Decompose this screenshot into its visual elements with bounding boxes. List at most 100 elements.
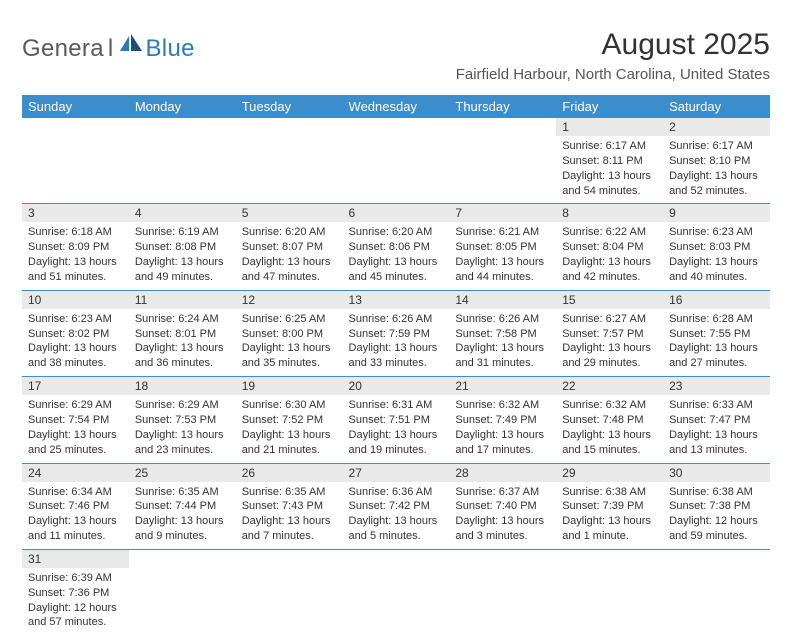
calendar-day: 2Sunrise: 6:17 AMSunset: 8:10 PMDaylight… xyxy=(663,118,770,204)
sunrise: Sunrise: 6:28 AM xyxy=(669,312,764,327)
sunrise: Sunrise: 6:32 AM xyxy=(455,398,550,413)
sunset: Sunset: 7:52 PM xyxy=(242,413,337,428)
day-number: 2 xyxy=(663,118,770,136)
dow-saturday: Saturday xyxy=(663,95,770,118)
sunrise: Sunrise: 6:26 AM xyxy=(455,312,550,327)
daylight: Daylight: 13 hours and 29 minutes. xyxy=(562,341,657,371)
daylight: Daylight: 13 hours and 3 minutes. xyxy=(455,514,550,544)
calendar-day xyxy=(343,118,450,204)
day-number: 13 xyxy=(343,291,450,309)
logo: General Blue xyxy=(22,34,195,63)
sunset: Sunset: 8:07 PM xyxy=(242,240,337,255)
daylight: Daylight: 13 hours and 51 minutes. xyxy=(28,255,123,285)
day-data: Sunrise: 6:29 AMSunset: 7:53 PMDaylight:… xyxy=(129,395,236,462)
calendar-day: 11Sunrise: 6:24 AMSunset: 8:01 PMDayligh… xyxy=(129,290,236,376)
sunrise: Sunrise: 6:22 AM xyxy=(562,225,657,240)
day-number xyxy=(236,550,343,568)
day-data: Sunrise: 6:36 AMSunset: 7:42 PMDaylight:… xyxy=(343,482,450,549)
day-data: Sunrise: 6:18 AMSunset: 8:09 PMDaylight:… xyxy=(22,222,129,289)
calendar-day: 25Sunrise: 6:35 AMSunset: 7:44 PMDayligh… xyxy=(129,463,236,549)
day-data: Sunrise: 6:20 AMSunset: 8:07 PMDaylight:… xyxy=(236,222,343,289)
day-data: Sunrise: 6:17 AMSunset: 8:10 PMDaylight:… xyxy=(663,136,770,203)
sunrise: Sunrise: 6:38 AM xyxy=(562,485,657,500)
day-data: Sunrise: 6:28 AMSunset: 7:55 PMDaylight:… xyxy=(663,309,770,376)
day-data xyxy=(449,568,556,635)
day-data: Sunrise: 6:17 AMSunset: 8:11 PMDaylight:… xyxy=(556,136,663,203)
calendar-day: 13Sunrise: 6:26 AMSunset: 7:59 PMDayligh… xyxy=(343,290,450,376)
day-data: Sunrise: 6:35 AMSunset: 7:44 PMDaylight:… xyxy=(129,482,236,549)
calendar-day xyxy=(556,549,663,635)
calendar-day: 16Sunrise: 6:28 AMSunset: 7:55 PMDayligh… xyxy=(663,290,770,376)
day-data xyxy=(129,568,236,635)
location: Fairfield Harbour, North Carolina, Unite… xyxy=(456,66,770,83)
day-number: 10 xyxy=(22,291,129,309)
sunset: Sunset: 7:38 PM xyxy=(669,499,764,514)
calendar-day: 9Sunrise: 6:23 AMSunset: 8:03 PMDaylight… xyxy=(663,204,770,290)
sunrise: Sunrise: 6:20 AM xyxy=(242,225,337,240)
sunrise: Sunrise: 6:21 AM xyxy=(455,225,550,240)
sunrise: Sunrise: 6:25 AM xyxy=(242,312,337,327)
sunset: Sunset: 7:42 PM xyxy=(349,499,444,514)
day-data: Sunrise: 6:38 AMSunset: 7:38 PMDaylight:… xyxy=(663,482,770,549)
day-number: 18 xyxy=(129,377,236,395)
sunset: Sunset: 8:11 PM xyxy=(562,154,657,169)
sunset: Sunset: 7:46 PM xyxy=(28,499,123,514)
calendar-day: 7Sunrise: 6:21 AMSunset: 8:05 PMDaylight… xyxy=(449,204,556,290)
daylight: Daylight: 13 hours and 5 minutes. xyxy=(349,514,444,544)
daylight: Daylight: 13 hours and 21 minutes. xyxy=(242,428,337,458)
sunset: Sunset: 8:10 PM xyxy=(669,154,764,169)
day-data: Sunrise: 6:23 AMSunset: 8:02 PMDaylight:… xyxy=(22,309,129,376)
calendar-day: 5Sunrise: 6:20 AMSunset: 8:07 PMDaylight… xyxy=(236,204,343,290)
day-number xyxy=(556,550,663,568)
calendar-day xyxy=(236,549,343,635)
logo-text-l: l xyxy=(108,35,114,63)
calendar-week: 24Sunrise: 6:34 AMSunset: 7:46 PMDayligh… xyxy=(22,463,770,549)
sunset: Sunset: 7:57 PM xyxy=(562,327,657,342)
day-number xyxy=(343,550,450,568)
sunset: Sunset: 7:36 PM xyxy=(28,586,123,601)
day-number: 1 xyxy=(556,118,663,136)
calendar-day: 26Sunrise: 6:35 AMSunset: 7:43 PMDayligh… xyxy=(236,463,343,549)
daylight: Daylight: 13 hours and 36 minutes. xyxy=(135,341,230,371)
daylight: Daylight: 13 hours and 31 minutes. xyxy=(455,341,550,371)
daylight: Daylight: 13 hours and 45 minutes. xyxy=(349,255,444,285)
daylight: Daylight: 13 hours and 23 minutes. xyxy=(135,428,230,458)
day-data: Sunrise: 6:24 AMSunset: 8:01 PMDaylight:… xyxy=(129,309,236,376)
day-data: Sunrise: 6:35 AMSunset: 7:43 PMDaylight:… xyxy=(236,482,343,549)
day-data: Sunrise: 6:25 AMSunset: 8:00 PMDaylight:… xyxy=(236,309,343,376)
sunset: Sunset: 7:39 PM xyxy=(562,499,657,514)
sunset: Sunset: 7:53 PM xyxy=(135,413,230,428)
calendar-day xyxy=(449,118,556,204)
sunset: Sunset: 8:09 PM xyxy=(28,240,123,255)
daylight: Daylight: 13 hours and 1 minute. xyxy=(562,514,657,544)
calendar-day: 8Sunrise: 6:22 AMSunset: 8:04 PMDaylight… xyxy=(556,204,663,290)
day-data: Sunrise: 6:26 AMSunset: 7:58 PMDaylight:… xyxy=(449,309,556,376)
calendar-day xyxy=(663,549,770,635)
sunrise: Sunrise: 6:36 AM xyxy=(349,485,444,500)
sunrise: Sunrise: 6:23 AM xyxy=(669,225,764,240)
day-data xyxy=(236,136,343,203)
calendar-week: 1Sunrise: 6:17 AMSunset: 8:11 PMDaylight… xyxy=(22,118,770,204)
calendar-day: 22Sunrise: 6:32 AMSunset: 7:48 PMDayligh… xyxy=(556,377,663,463)
day-number xyxy=(449,550,556,568)
day-number: 6 xyxy=(343,204,450,222)
sunrise: Sunrise: 6:29 AM xyxy=(28,398,123,413)
sunset: Sunset: 7:54 PM xyxy=(28,413,123,428)
daylight: Daylight: 12 hours and 57 minutes. xyxy=(28,601,123,631)
sunrise: Sunrise: 6:31 AM xyxy=(349,398,444,413)
title-block: August 2025 Fairfield Harbour, North Car… xyxy=(456,28,770,83)
day-number: 12 xyxy=(236,291,343,309)
day-number: 19 xyxy=(236,377,343,395)
calendar-day: 15Sunrise: 6:27 AMSunset: 7:57 PMDayligh… xyxy=(556,290,663,376)
day-number: 14 xyxy=(449,291,556,309)
calendar-day: 19Sunrise: 6:30 AMSunset: 7:52 PMDayligh… xyxy=(236,377,343,463)
sunrise: Sunrise: 6:23 AM xyxy=(28,312,123,327)
day-number: 3 xyxy=(22,204,129,222)
sunrise: Sunrise: 6:35 AM xyxy=(135,485,230,500)
day-data xyxy=(663,568,770,635)
sunrise: Sunrise: 6:38 AM xyxy=(669,485,764,500)
daylight: Daylight: 13 hours and 27 minutes. xyxy=(669,341,764,371)
day-number xyxy=(663,550,770,568)
sunset: Sunset: 7:40 PM xyxy=(455,499,550,514)
sunset: Sunset: 8:05 PM xyxy=(455,240,550,255)
